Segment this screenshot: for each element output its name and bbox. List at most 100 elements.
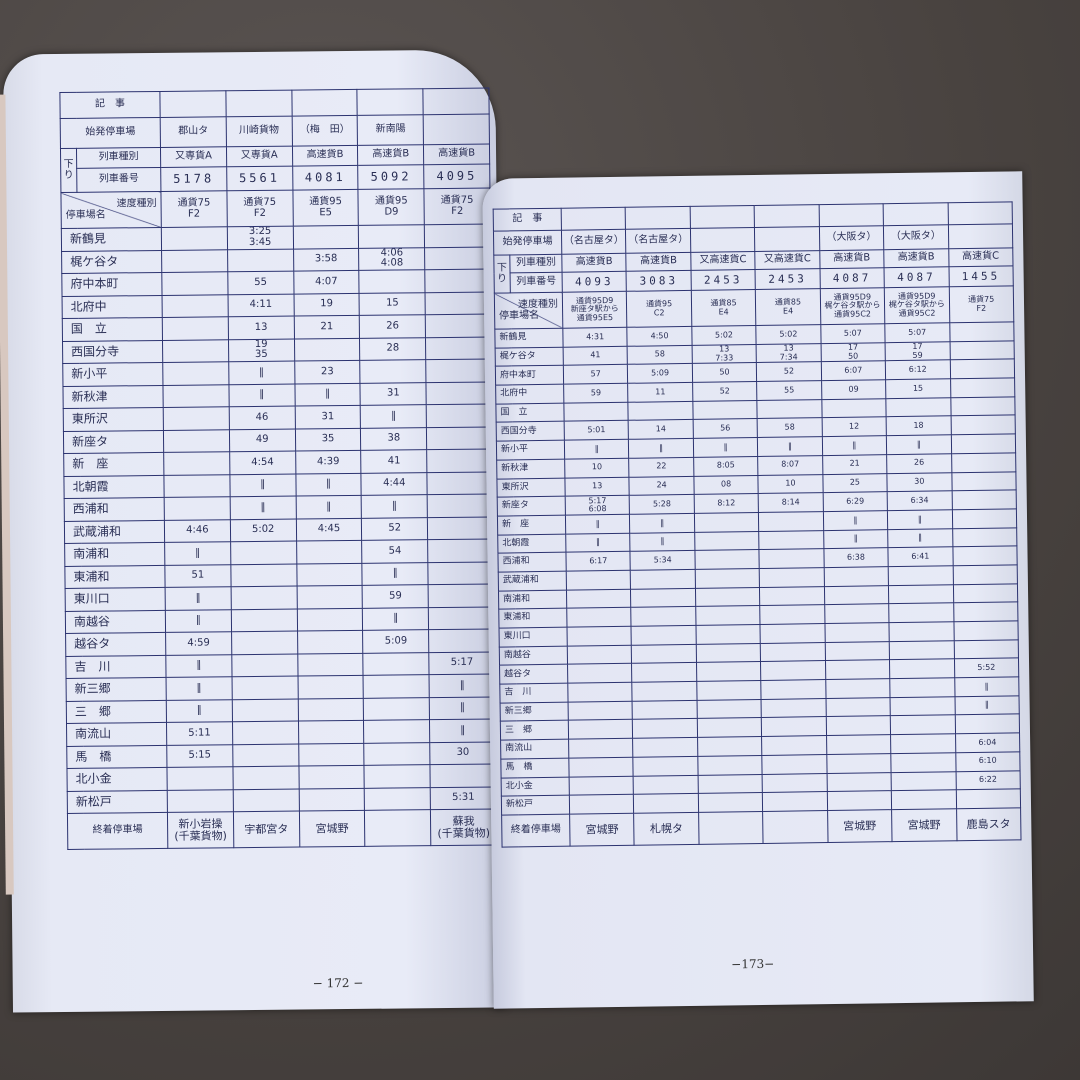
- time-cell: ‖: [360, 404, 427, 428]
- station-name: 東所沢: [496, 477, 566, 498]
- time-cell: [163, 451, 230, 475]
- time-cell: [163, 429, 230, 453]
- time-cell: [949, 340, 1015, 361]
- terminal-station: 札幌タ: [634, 812, 699, 846]
- time-cell: [426, 403, 493, 428]
- train-type: 又高速貨C: [690, 251, 756, 271]
- time-cell: 6:22: [955, 770, 1021, 790]
- time-cell: [885, 397, 951, 418]
- time-cell: 31: [360, 382, 427, 406]
- time-cell: [425, 336, 492, 360]
- train-number: 4087: [819, 267, 885, 289]
- origin-row: 始発停車場 郡山タ 川崎貨物 （梅 田） 新南陽: [60, 114, 490, 149]
- time-cell: 19 35: [228, 338, 295, 362]
- time-cell: ‖: [887, 528, 953, 548]
- time-cell: ‖: [823, 529, 889, 549]
- time-cell: [297, 652, 364, 677]
- terminal-row: 終着停車場 宮城野 札幌タ 宮城野 宮城野 鹿島スタ: [501, 807, 1022, 847]
- time-cell: [426, 448, 493, 473]
- time-cell: [759, 548, 824, 569]
- origin-station: 郡山タ: [160, 116, 227, 148]
- time-cell: [952, 546, 1018, 566]
- time-cell: [630, 588, 696, 608]
- station-name: 南流山: [66, 722, 167, 746]
- station-name: 吉 川: [499, 683, 569, 703]
- station-name: 新松戸: [501, 795, 570, 815]
- time-cell: [227, 248, 294, 272]
- time-cell: [826, 734, 891, 755]
- time-cell: 54: [361, 539, 429, 563]
- time-cell: [296, 562, 363, 587]
- time-cell: 21: [293, 315, 360, 339]
- time-cell: [762, 791, 828, 812]
- time-cell: [296, 585, 363, 609]
- time-cell: [950, 434, 1016, 454]
- time-cell: [950, 377, 1015, 398]
- time-cell: 41: [563, 345, 628, 366]
- time-cell: 8:12: [694, 493, 759, 514]
- time-cell: 13 7:33: [691, 344, 757, 364]
- time-cell: ‖: [886, 434, 952, 455]
- time-cell: 15: [885, 378, 951, 399]
- time-cell: [162, 339, 229, 363]
- time-cell: ‖: [294, 382, 361, 407]
- time-cell: [631, 625, 697, 645]
- time-cell: [695, 624, 761, 645]
- train-number-header: 列車番号: [76, 167, 161, 193]
- time-cell: ‖: [295, 495, 362, 519]
- speed-class: 通貨85 E4: [691, 289, 757, 327]
- origin-station: （名古屋タ）: [561, 229, 627, 255]
- time-cell: 8:14: [758, 492, 824, 513]
- time-cell: [363, 697, 430, 721]
- time-cell: 55: [756, 380, 822, 401]
- time-cell: ‖: [954, 695, 1020, 716]
- time-cell: [632, 737, 698, 758]
- time-cell: [890, 733, 956, 754]
- page-number-right: −173−: [731, 956, 775, 972]
- time-cell: [567, 682, 633, 702]
- terminal-header: 終着停車場: [501, 814, 571, 847]
- time-cell: [760, 642, 826, 662]
- time-cell: [698, 792, 763, 813]
- time-cell: [695, 568, 760, 589]
- time-cell: [162, 384, 229, 408]
- time-cell: 26: [359, 314, 426, 338]
- time-cell: [825, 716, 891, 736]
- time-cell: 21: [822, 454, 887, 475]
- origin-header: 始発停車場: [60, 117, 161, 149]
- time-cell: 6:10: [955, 751, 1021, 772]
- time-cell: [697, 755, 763, 775]
- station-name: 府中本町: [495, 365, 564, 386]
- time-cell: ‖: [429, 718, 496, 743]
- time-cell: ‖: [166, 676, 233, 700]
- time-cell: 56: [692, 418, 758, 439]
- time-cell: ‖: [887, 509, 953, 530]
- time-cell: 6:38: [823, 547, 889, 568]
- time-cell: [953, 602, 1018, 622]
- station-name-label: 停車場名: [499, 309, 540, 322]
- time-cell: [827, 790, 892, 811]
- train-number: 1455: [948, 265, 1014, 287]
- station-name: 北府中: [495, 384, 564, 404]
- station-name: 南浦和: [498, 589, 567, 610]
- time-cell: ‖: [361, 494, 428, 518]
- time-cell: [697, 736, 763, 757]
- time-cell: [298, 765, 365, 789]
- train-type: 又専貨A: [160, 146, 227, 168]
- time-cell: [889, 640, 955, 661]
- time-cell: [167, 789, 234, 813]
- terminal-station: 宇都宮タ: [233, 811, 300, 848]
- time-cell: 4:07: [293, 270, 360, 294]
- time-cell: [824, 641, 890, 661]
- station-name: 東川口: [65, 587, 166, 611]
- time-cell: [823, 566, 889, 587]
- station-name: 南越谷: [65, 609, 166, 634]
- time-cell: 30: [886, 472, 952, 492]
- station-name: 三 郷: [66, 699, 167, 724]
- time-cell: 4:44: [361, 472, 428, 496]
- time-cell: [630, 569, 696, 589]
- time-cell: [568, 719, 633, 740]
- time-cell: [563, 402, 629, 422]
- time-cell: [631, 644, 697, 664]
- time-cell: ‖: [165, 586, 232, 610]
